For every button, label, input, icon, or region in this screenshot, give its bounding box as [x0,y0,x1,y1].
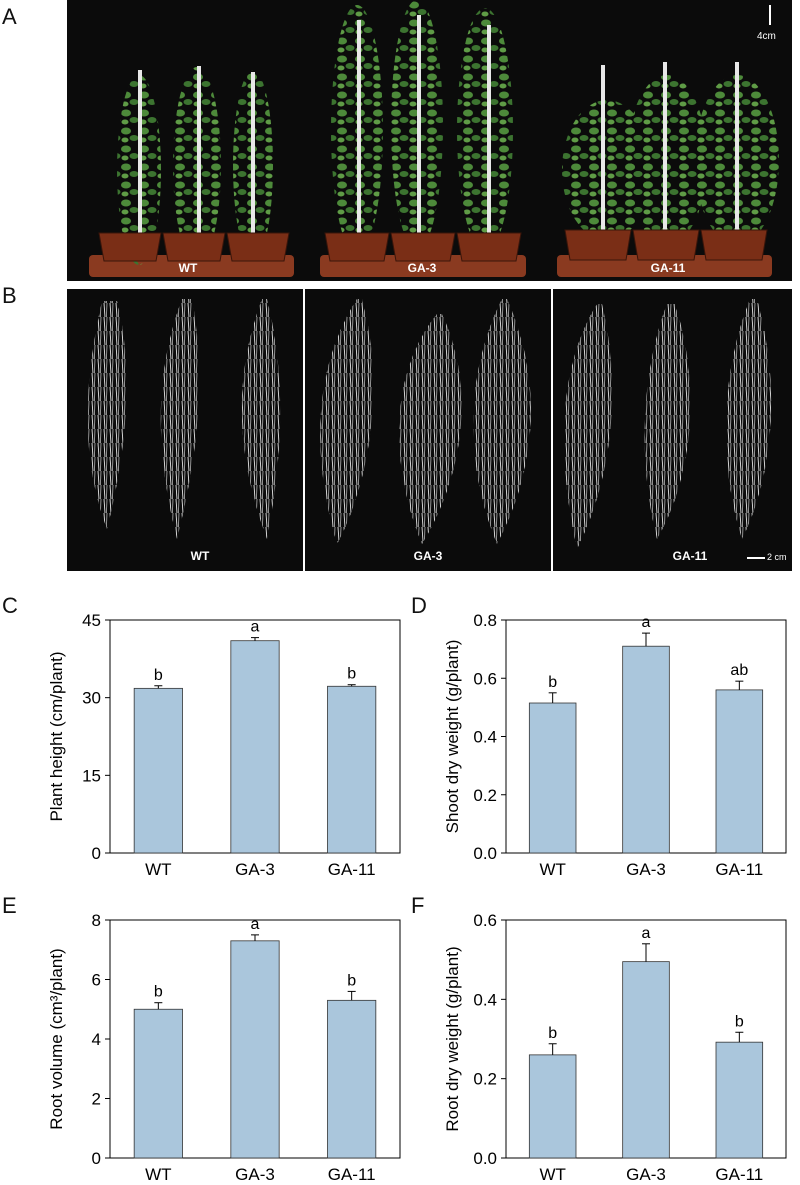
x-tick-label: GA-11 [715,1165,763,1180]
bar-ga-11 [327,999,377,1159]
root-illustration [87,289,772,571]
significance-letter: a [642,925,651,942]
chart-plant-height-svg: 0 15 30 45 b WT a GA-3 b GA-11 Plant height (cm/pl… [47,611,401,879]
significance-letter: b [347,972,356,989]
y-axis-label: Root dry weight (g/plant) [443,946,462,1131]
bar-ga-11 [715,689,764,854]
x-tick-label: GA-3 [626,1165,666,1180]
panel-label-a: A [2,4,17,29]
panel-label-d: D [411,593,427,618]
chart-root-volume-svg: 0 2 4 6 8 b WT a GA-3 b GA-11 Root volume (cm³/plan… [47,911,401,1184]
y-tick-label: 6 [92,971,101,990]
plant-photo: WT GA-3 GA-11 4cm [67,0,792,281]
y-tick-label: 0.8 [473,611,497,630]
chart-shoot-dry-weight: 0.0 0.2 0.4 0.6 0.8 b WT a GA-3 ab GA-11 Shoot dry … [426,598,798,886]
panel-label-b: B [2,283,17,308]
x-tick-label: GA-3 [626,860,666,879]
bar-wt [528,1054,577,1159]
y-tick-label: 0.4 [473,990,497,1009]
significance-letter: b [548,1025,557,1042]
bar-ga-11 [327,685,377,854]
x-tick-label: WT [145,1165,171,1180]
significance-letter: a [251,916,260,933]
x-tick-label: WT [145,860,171,879]
bar-ga-3 [622,961,670,1159]
significance-letter: a [642,614,651,631]
plant-illustration [89,0,779,277]
panel-label-f: F [411,893,425,918]
y-tick-label: 45 [82,611,101,630]
group-label-ga11: GA-11 [650,261,686,275]
bar-wt [133,1008,183,1159]
x-tick-label: WT [539,860,565,879]
y-axis-label: Root volume (cm³/plant) [47,948,66,1129]
x-tick-label: WT [539,1165,565,1180]
root-label-ga11: GA-11 [672,549,708,563]
significance-letter: b [347,666,356,683]
significance-letter: b [154,984,163,1001]
y-tick-label: 4 [92,1030,101,1049]
chart-plant-height: 0 15 30 45 b WT a GA-3 b GA-11 Plant height (cm/pl… [20,598,412,886]
x-tick-label: GA-11 [715,860,763,879]
y-tick-label: 0 [92,1149,101,1168]
chart-root-dry-weight-svg: 0.0 0.2 0.4 0.6 b WT a GA-3 b GA-11 Root dry weigh… [443,911,787,1184]
bar-ga-3 [230,640,280,854]
root-label-ga3: GA-3 [413,549,443,563]
group-label-ga3: GA-3 [407,261,437,275]
bar-ga-3 [230,940,280,1159]
bar-ga-11 [715,1041,764,1159]
y-tick-label: 0.6 [473,911,497,930]
y-tick-label: 15 [82,766,101,785]
root-photo: WT GA-3 GA-11 2 cm [67,289,792,571]
panel-label-c: C [2,593,18,618]
y-tick-label: 0.0 [473,1149,497,1168]
group-label-wt: WT [178,261,198,275]
y-tick-label: 0 [92,844,101,863]
y-axis-label: Shoot dry weight (g/plant) [443,640,462,834]
x-tick-label: GA-11 [328,1165,376,1180]
scale-bar-label: 4cm [757,31,776,42]
x-tick-label: GA-11 [328,860,376,879]
x-tick-label: GA-3 [235,1165,275,1180]
significance-letter: b [548,674,557,691]
y-tick-label: 2 [92,1090,101,1109]
root-scale-label: 2 cm [767,552,787,562]
y-tick-label: 0.2 [473,1070,497,1089]
chart-root-dry-weight: 0.0 0.2 0.4 0.6 b WT a GA-3 b GA-11 Root dry weigh… [426,900,798,1184]
significance-letter: b [735,1013,744,1030]
significance-letter: b [154,667,163,684]
chart-shoot-dry-weight-svg: 0.0 0.2 0.4 0.6 0.8 b WT a GA-3 ab GA-11 Shoot dry … [443,611,787,879]
bar-ga-3 [622,645,670,854]
y-tick-label: 0.2 [473,786,497,805]
bar-wt [528,702,577,854]
y-tick-label: 30 [82,689,101,708]
significance-letter: ab [730,662,748,679]
bar-wt [133,687,183,854]
y-tick-label: 8 [92,911,101,930]
panel-label-e: E [2,893,17,918]
root-label-wt: WT [190,549,210,563]
chart-root-volume: 0 2 4 6 8 b WT a GA-3 b GA-11 Root volume (cm³/plan… [20,900,412,1184]
y-tick-label: 0.6 [473,669,497,688]
y-axis-label: Plant height (cm/plant) [47,651,66,821]
x-tick-label: GA-3 [235,860,275,879]
significance-letter: a [251,619,260,636]
y-tick-label: 0.0 [473,844,497,863]
y-tick-label: 0.4 [473,728,497,747]
